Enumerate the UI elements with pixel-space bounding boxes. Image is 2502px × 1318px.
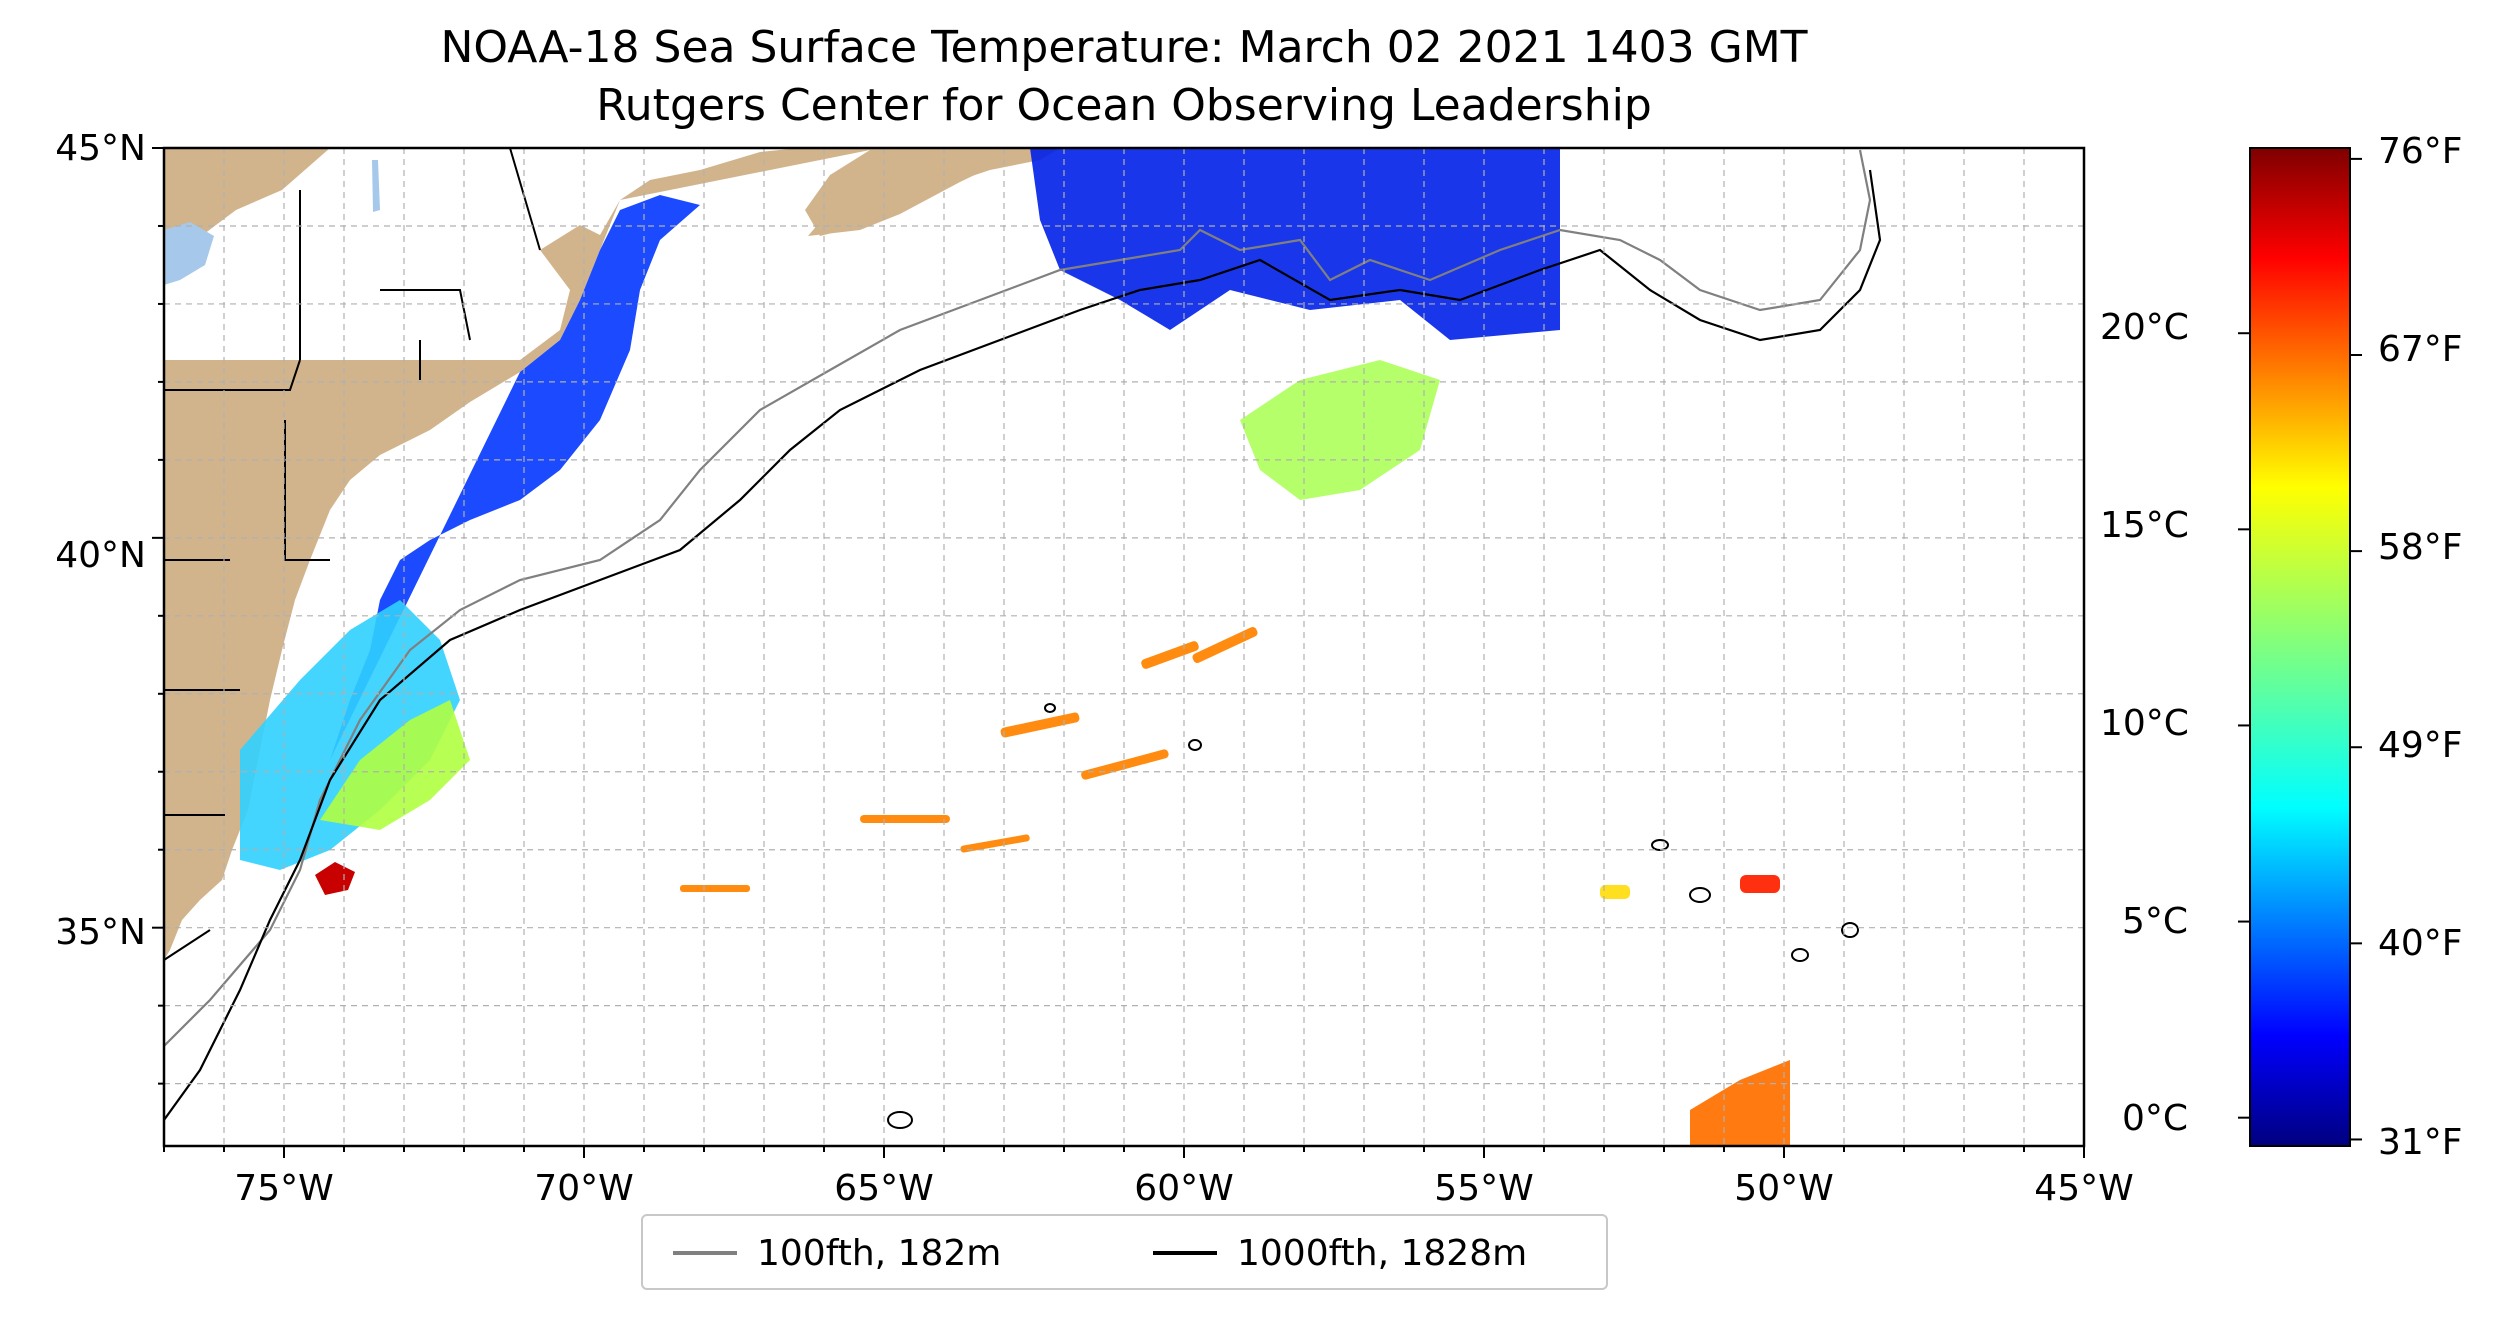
seamount-contours (887, 703, 1859, 1129)
cb-fahrenheit-67: 67°F (2378, 329, 2463, 370)
colorbar-ticks (2238, 157, 2362, 1141)
lake (372, 160, 380, 212)
legend-label-1000fth: 1000fth, 1828m (1237, 1232, 1528, 1274)
lon-label-65w: 65°W (834, 1168, 934, 1209)
lake (164, 222, 214, 285)
legend-label-100fth: 100fth, 182m (757, 1232, 1002, 1274)
sst-orange-streaks (680, 626, 1780, 899)
sst-warm-shelf-edge (320, 700, 470, 830)
sst-cold-gulf-of-maine (1030, 148, 1560, 340)
map-title: NOAA-18 Sea Surface Temperature: March 0… (440, 22, 1808, 73)
sst-warm-patch-se (1690, 1060, 1790, 1146)
cb-celsius-20: 20°C (2100, 307, 2189, 348)
isobath-100fth (164, 149, 1872, 1047)
cb-fahrenheit-40: 40°F (2378, 923, 2463, 964)
legend-line-grey (673, 1251, 737, 1255)
cb-fahrenheit-49: 49°F (2378, 725, 2463, 766)
legend-item-100fth: 100fth, 182m (673, 1230, 1001, 1276)
isobath-legend: 100fth, 182m 1000fth, 1828m (641, 1214, 1608, 1290)
sst-green-patch (1240, 360, 1440, 500)
lat-label-35n: 35°N (55, 912, 146, 953)
sst-cold-coastal-band (330, 195, 700, 760)
cb-celsius-5: 5°C (2122, 901, 2189, 942)
cb-celsius-0: 0°C (2122, 1098, 2189, 1139)
map-frame (162, 146, 2086, 1148)
lat-label-40n: 40°N (55, 535, 146, 576)
cb-celsius-10: 10°C (2100, 703, 2189, 744)
cb-fahrenheit-58: 58°F (2378, 527, 2463, 568)
lon-label-70w: 70°W (534, 1168, 634, 1209)
lon-label-45w: 45°W (2034, 1168, 2134, 1209)
lat-label-45n: 45°N (55, 128, 146, 169)
lon-label-75w: 75°W (234, 1168, 334, 1209)
cb-celsius-15: 15°C (2100, 505, 2189, 546)
legend-line-black (1153, 1251, 1217, 1255)
sst-hot-spot (315, 862, 355, 895)
legend-item-1000fth: 1000fth, 1828m (1153, 1230, 1527, 1276)
colorbar (2249, 147, 2351, 1147)
map-subtitle: Rutgers Center for Ocean Observing Leade… (596, 80, 1652, 131)
lon-label-55w: 55°W (1434, 1168, 1534, 1209)
land-mass-nova-scotia (808, 150, 1010, 236)
isobath-1000fth (164, 169, 1882, 1121)
lon-label-50w: 50°W (1734, 1168, 1834, 1209)
lon-label-60w: 60°W (1134, 1168, 1234, 1209)
sst-shelf-gradient (240, 600, 460, 870)
cb-fahrenheit-31: 31°F (2378, 1122, 2463, 1163)
cb-fahrenheit-76: 76°F (2378, 131, 2463, 172)
state-borders (164, 148, 541, 961)
